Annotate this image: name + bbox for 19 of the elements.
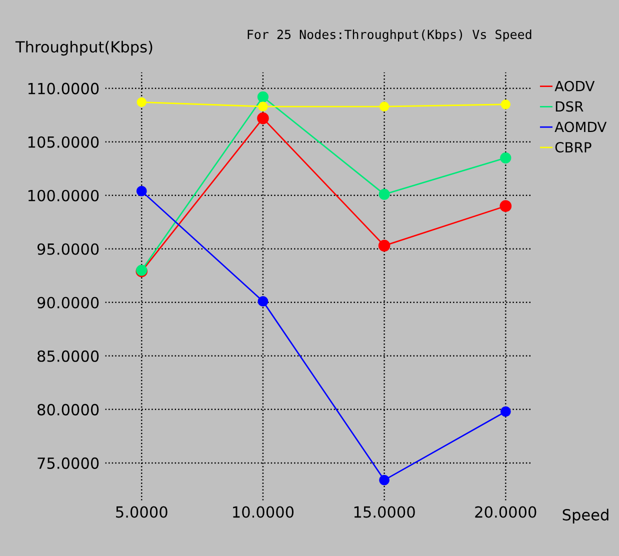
- x-tick-label: 20.0000: [475, 506, 536, 518]
- legend-label: DSR: [556, 101, 584, 112]
- legend-label: CBRP: [555, 142, 592, 153]
- x-tick-label: 15.0000: [354, 506, 415, 518]
- x-axis-title: Speed: [562, 508, 608, 524]
- legend-label: AOMDV: [554, 122, 607, 132]
- legend-label: AODV: [554, 80, 595, 92]
- y-tick-label: 105.0000: [28, 136, 99, 148]
- y-tick-label: 110.0000: [28, 82, 99, 94]
- y-tick-label: 90.0000: [37, 296, 99, 308]
- x-tick-label: 10.0000: [233, 506, 294, 518]
- y-tick-label: 75.0000: [38, 457, 99, 469]
- chart-title: For 25 Nodes:Throughput(Kbps) Vs Speed: [248, 29, 532, 42]
- y-axis-title: Throughput(Kbps): [15, 40, 152, 56]
- y-tick-label: 85.0000: [38, 350, 99, 362]
- y-tick-label: 100.0000: [28, 190, 99, 202]
- y-tick-label: 80.0000: [38, 404, 99, 416]
- y-tick-label: 95.0000: [37, 243, 99, 255]
- x-tick-label: 5.0000: [116, 506, 168, 518]
